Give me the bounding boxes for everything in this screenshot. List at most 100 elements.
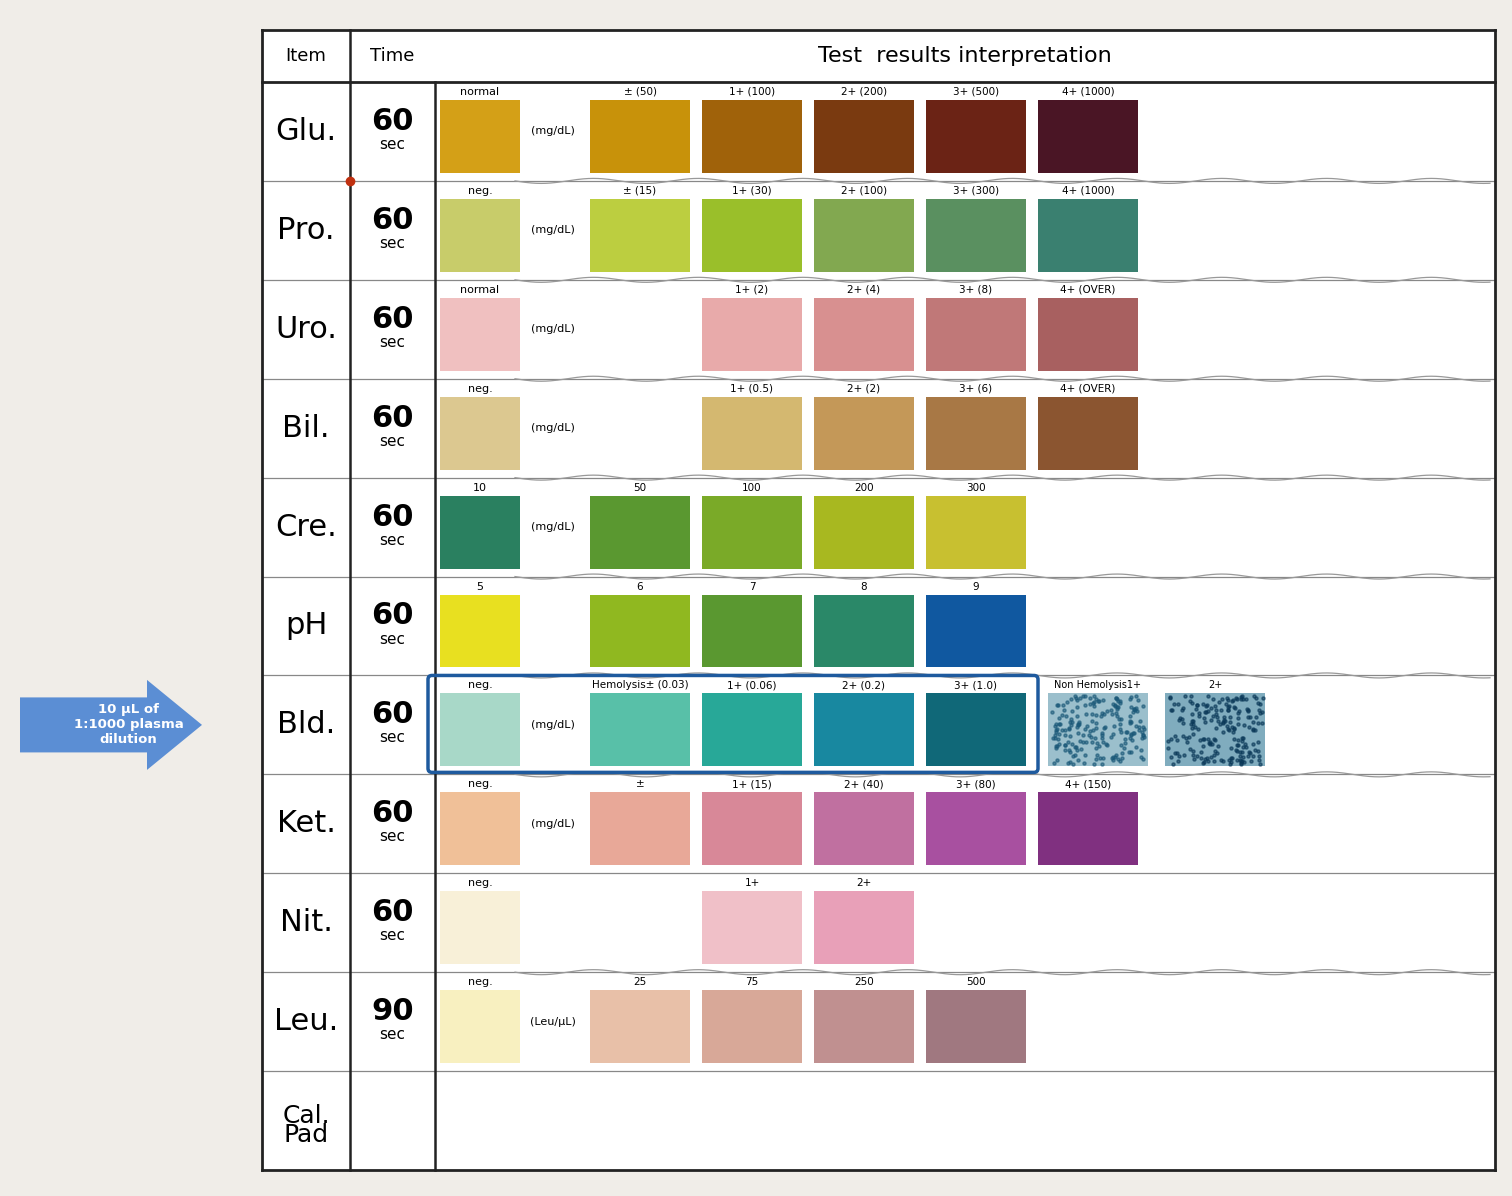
Text: (mg/dL): (mg/dL): [531, 819, 575, 829]
Point: [1229, 753, 1253, 773]
Text: Glu.: Glu.: [275, 117, 337, 146]
Text: 6: 6: [637, 581, 643, 592]
Bar: [702, 495, 801, 568]
Point: [1205, 704, 1229, 724]
Point: [1129, 748, 1154, 767]
Bar: [813, 594, 913, 667]
Point: [1198, 734, 1222, 753]
Point: [1249, 702, 1273, 721]
Point: [1090, 755, 1114, 774]
Point: [1052, 701, 1077, 720]
Bar: [1039, 100, 1139, 173]
Point: [1051, 695, 1075, 714]
Point: [1201, 689, 1225, 708]
Point: [1048, 734, 1072, 753]
Point: [1222, 720, 1246, 739]
Point: [1202, 746, 1226, 765]
Point: [1049, 720, 1074, 739]
Bar: [1048, 694, 1148, 767]
Point: [1205, 737, 1229, 756]
Point: [1235, 701, 1259, 720]
Point: [1090, 703, 1114, 722]
Point: [1125, 691, 1149, 710]
Point: [1092, 704, 1116, 724]
Point: [1170, 727, 1194, 746]
Point: [1223, 740, 1247, 759]
Point: [1057, 719, 1081, 738]
Text: 90: 90: [370, 997, 414, 1026]
Text: sec: sec: [380, 434, 405, 448]
Point: [1105, 697, 1129, 716]
Point: [1072, 745, 1096, 764]
Point: [1075, 716, 1099, 736]
Point: [1225, 742, 1249, 761]
Point: [1066, 715, 1090, 734]
Point: [1181, 745, 1205, 764]
Text: neg.: neg.: [467, 780, 493, 789]
Text: 3+ (1.0): 3+ (1.0): [954, 681, 998, 690]
Text: sec: sec: [380, 731, 405, 745]
Point: [1231, 728, 1255, 748]
Point: [1081, 694, 1105, 713]
Point: [1057, 713, 1081, 732]
Point: [1158, 730, 1182, 749]
Point: [1166, 731, 1190, 750]
Point: [1072, 696, 1096, 715]
Point: [1182, 749, 1207, 768]
Text: sec: sec: [380, 138, 405, 152]
Point: [1246, 742, 1270, 761]
Point: [1104, 703, 1128, 722]
Point: [1211, 710, 1235, 730]
Point: [1105, 706, 1129, 725]
Point: [1119, 712, 1143, 731]
Point: [1057, 740, 1081, 759]
Point: [1208, 715, 1232, 734]
Point: [1181, 712, 1205, 731]
Point: [1080, 727, 1104, 746]
Point: [1067, 714, 1092, 733]
Point: [1131, 725, 1155, 744]
Point: [1181, 742, 1205, 761]
Point: [1179, 687, 1204, 706]
Text: 60: 60: [372, 106, 414, 136]
Text: 2+ (100): 2+ (100): [841, 185, 888, 196]
Bar: [440, 298, 520, 371]
Point: [1043, 722, 1067, 742]
Text: (mg/dL): (mg/dL): [531, 523, 575, 532]
Point: [1235, 700, 1259, 719]
Bar: [702, 397, 801, 470]
Point: [1045, 720, 1069, 739]
Point: [1226, 734, 1250, 753]
Point: [1070, 732, 1095, 751]
Point: [1238, 708, 1263, 727]
Point: [1046, 696, 1070, 715]
Point: [1250, 713, 1275, 732]
Point: [1117, 743, 1142, 762]
Point: [1234, 690, 1258, 709]
Point: [1181, 724, 1205, 743]
Point: [1179, 694, 1204, 713]
Point: [1208, 750, 1232, 769]
Point: [1166, 695, 1190, 714]
Point: [1129, 728, 1154, 748]
Text: Non Hemolysis1+: Non Hemolysis1+: [1054, 681, 1142, 690]
Bar: [590, 793, 689, 865]
Text: neg.: neg.: [467, 384, 493, 393]
Text: Bld.: Bld.: [277, 710, 336, 739]
Point: [1064, 689, 1089, 708]
Point: [1178, 739, 1202, 758]
Point: [1225, 689, 1249, 708]
Bar: [262, 30, 1495, 1170]
Bar: [813, 199, 913, 271]
Text: 60: 60: [372, 898, 414, 927]
Point: [1202, 730, 1226, 749]
Point: [1081, 753, 1105, 773]
Point: [1063, 745, 1087, 764]
Point: [1231, 689, 1255, 708]
Point: [1237, 743, 1261, 762]
Bar: [813, 495, 913, 568]
Point: [1087, 691, 1111, 710]
Bar: [590, 100, 689, 173]
Point: [1064, 706, 1089, 725]
Point: [1051, 706, 1075, 725]
